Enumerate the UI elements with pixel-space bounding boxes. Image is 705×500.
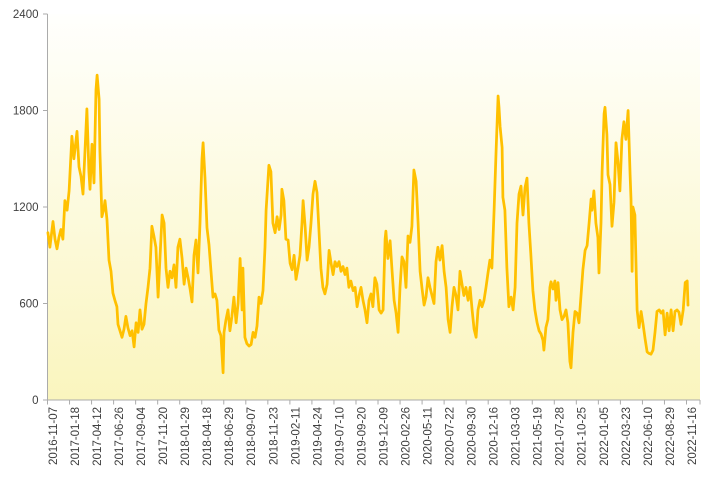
x-tick-label: 2022-06-10 — [643, 407, 655, 466]
x-tick-label: 2018-11-23 — [268, 407, 280, 465]
x-tick-label: 2018-04-18 — [202, 407, 214, 466]
x-tick-label: 2021-10-25 — [577, 407, 589, 466]
x-tick-label: 2020-02-26 — [400, 407, 412, 466]
x-tick-label: 2020-05-11 — [422, 407, 434, 465]
y-axis-labels: 0 600 1200 1800 2400 — [13, 9, 39, 407]
x-tick-label: 2017-09-04 — [136, 406, 148, 465]
x-tick-label: 2022-01-05 — [599, 407, 611, 466]
x-axis-labels: 2016-11-07 2017-01-18 2017-04-12 2017-06-26… — [48, 406, 699, 465]
x-axis-ticks — [47, 400, 701, 405]
x-tick-label: 2016-11-07 — [48, 407, 60, 465]
x-tick-label: 2019-02-11 — [290, 407, 302, 465]
x-tick-label: 2022-03-23 — [621, 407, 633, 466]
x-tick-label: 2019-04-24 — [312, 406, 324, 465]
y-axis-ticks — [43, 13, 48, 401]
x-tick-label: 2020-09-30 — [467, 407, 479, 466]
x-tick-label: 2017-11-20 — [158, 407, 170, 465]
y-tick-label: 1800 — [13, 105, 39, 117]
y-tick-label: 600 — [19, 298, 38, 310]
x-tick-label: 2018-09-07 — [246, 407, 258, 466]
x-tick-label: 2019-12-09 — [378, 407, 390, 466]
x-tick-label: 2017-06-26 — [114, 407, 126, 466]
x-tick-label: 2018-01-29 — [180, 407, 192, 466]
x-tick-label: 2017-01-18 — [70, 407, 82, 466]
x-tick-label: 2017-04-12 — [92, 407, 104, 466]
x-tick-label: 2021-07-28 — [555, 407, 567, 466]
x-tick-label: 2018-06-29 — [224, 407, 236, 466]
x-tick-label: 2020-12-16 — [489, 407, 501, 466]
x-tick-label: 2019-09-20 — [356, 407, 368, 466]
x-tick-label: 2022-08-29 — [665, 407, 677, 466]
x-tick-label: 2019-07-10 — [334, 407, 346, 466]
data-series-line — [46, 73, 690, 375]
x-tick-label: 2021-03-03 — [511, 407, 523, 466]
x-tick-label: 2020-07-22 — [445, 407, 457, 466]
y-tick-label: 2400 — [13, 9, 39, 21]
x-tick-label: 2022-11-16 — [687, 407, 699, 465]
x-tick-label: 2021-05-19 — [533, 407, 545, 466]
y-tick-label: 0 — [32, 395, 38, 407]
y-tick-label: 1200 — [13, 202, 39, 214]
